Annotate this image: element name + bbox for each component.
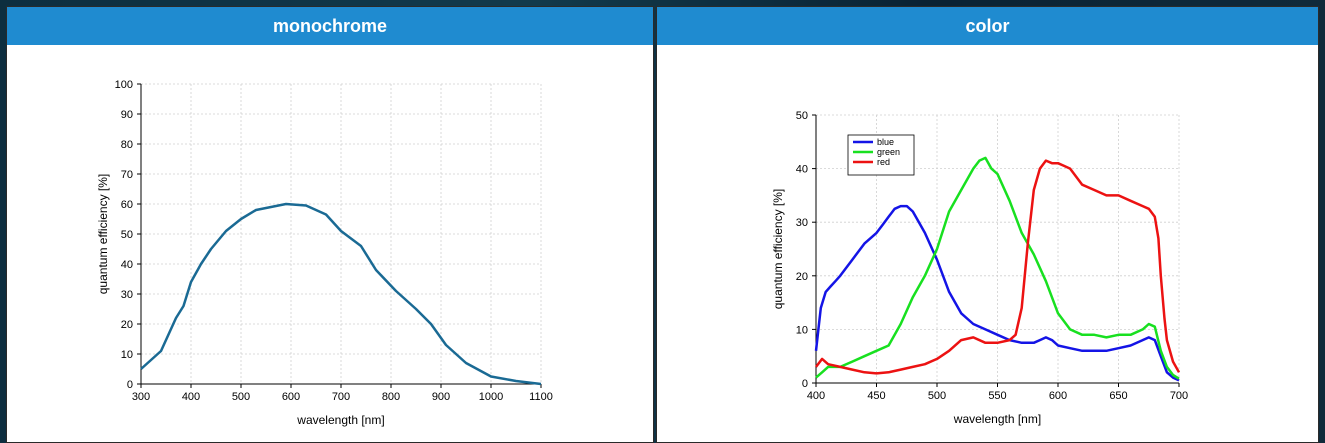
mono-x-tick-label: 600: [282, 391, 300, 403]
color-y-tick-label: 50: [796, 110, 808, 122]
color-x-tick-label: 500: [928, 390, 946, 402]
mono-y-tick-label: 40: [121, 259, 133, 271]
mono-y-tick-label: 10: [121, 349, 133, 361]
mono-x-tick-label: 700: [332, 391, 350, 403]
mono-y-tick-label: 90: [121, 109, 133, 121]
color-series-blue: [814, 204, 1180, 382]
mono-x-tick-label: 800: [382, 391, 400, 403]
mono-series-line-0: [140, 202, 542, 386]
color-x-tick-label: 700: [1170, 390, 1188, 402]
color-y-axis-label: quantum efficiency [%]: [771, 189, 785, 310]
color-x-tick-label: 550: [988, 390, 1006, 402]
mono-x-tick-label: 900: [432, 391, 450, 403]
color-qe-chart: 400 450 500 550 600 650 700 0 10 20 30 40 50 waveleng…: [771, 110, 1188, 426]
mono-x-tick-label: 300: [132, 391, 150, 403]
color-y-tick-label: 40: [796, 164, 808, 176]
mono-y-tick-label: 20: [121, 319, 133, 331]
mono-y-tick-label: 30: [121, 289, 133, 301]
mono-y-tick-label: 0: [127, 379, 133, 391]
mono-x-tick-label: 500: [232, 391, 250, 403]
color-x-tick-label: 450: [867, 390, 885, 402]
color-series-green: [815, 156, 1180, 380]
mono-y-tick-label: 100: [115, 79, 133, 91]
color-y-tick-label: 0: [802, 378, 808, 390]
color-x-axis-label: wavelength [nm]: [953, 412, 1041, 426]
mono-y-tick-label: 70: [121, 169, 133, 181]
mono-x-tick-label: 1000: [479, 391, 503, 403]
mono-x-axis-label: wavelength [nm]: [296, 413, 384, 427]
mono-x-tick-label: 1100: [529, 391, 553, 403]
color-legend-label-red: red: [877, 157, 890, 167]
color-legend-label-blue: blue: [877, 137, 894, 147]
mono-y-tick-label: 50: [121, 229, 133, 241]
mono-y-axis-label: quantum efficiency [%]: [96, 174, 110, 295]
mono-x-tick-label: 400: [182, 391, 200, 403]
color-header: color: [657, 7, 1318, 45]
color-x-tick-label: 650: [1109, 390, 1127, 402]
color-y-tick-label: 20: [796, 271, 808, 283]
mono-y-tick-label: 60: [121, 199, 133, 211]
color-x-tick-label: 400: [807, 390, 825, 402]
color-series-red: [815, 159, 1181, 375]
monochrome-qe-chart: 300 400 500 600 700 800 900 1000 1100 0 10 20 30 40 50…: [96, 79, 553, 427]
color-y-tick-label: 10: [796, 324, 808, 336]
monochrome-header: monochrome: [7, 7, 653, 45]
color-y-tick-label: 30: [796, 217, 808, 229]
mono-y-tick-label: 80: [121, 139, 133, 151]
color-x-tick-label: 600: [1049, 390, 1067, 402]
color-panel: color 400 450 500 550 600 650 700 0 10 20 30 40 50 wa…: [656, 6, 1319, 443]
color-legend-label-green: green: [877, 147, 900, 157]
monochrome-panel: monochrome 300 400 500 600 700 800 900 1000 1100…: [6, 6, 654, 443]
